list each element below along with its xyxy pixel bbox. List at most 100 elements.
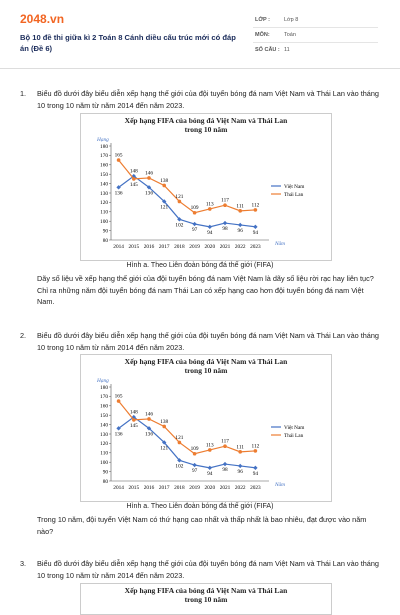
x-tick-label: 2018 xyxy=(174,244,185,250)
series-line xyxy=(118,159,256,214)
y-tick-label: 170 xyxy=(100,153,108,159)
point xyxy=(132,418,136,422)
value-label: 111 xyxy=(236,203,244,209)
x-tick-label: 2018 xyxy=(174,485,185,491)
x-tick-label: 2014 xyxy=(113,244,124,250)
x-tick-label: 2020 xyxy=(205,485,216,491)
value-label: 94 xyxy=(207,230,213,236)
value-label: 138 xyxy=(160,178,168,184)
point xyxy=(238,222,243,228)
point xyxy=(253,224,258,230)
page: {"header":{"logo":"2048.vn","title":"Bộ … xyxy=(0,12,400,615)
value-label: 165 xyxy=(115,394,123,400)
y-tick-label: 80 xyxy=(103,479,109,485)
x-tick-label: 2017 xyxy=(159,485,170,491)
x-tick-label: 2021 xyxy=(220,244,231,250)
point xyxy=(147,417,151,421)
y-tick-label: 160 xyxy=(100,404,108,410)
question-items: Trong 10 năm, đội tuyển Việt Nam có thứ … xyxy=(20,514,382,537)
x-tick-label: 2015 xyxy=(129,244,140,250)
value-label: 136 xyxy=(115,431,123,437)
point xyxy=(116,185,121,190)
point xyxy=(162,424,166,429)
x-tick-label: 2019 xyxy=(189,244,200,250)
value-label: 102 xyxy=(175,222,183,228)
point xyxy=(146,185,152,190)
value-label: 138 xyxy=(160,419,168,425)
point xyxy=(132,177,136,181)
point xyxy=(177,440,182,445)
value-label: 97 xyxy=(192,468,198,474)
value-label: 121 xyxy=(175,194,183,200)
x-tick-label: 2014 xyxy=(113,485,124,491)
value-label: 165 xyxy=(115,153,123,159)
divider xyxy=(253,42,378,43)
point xyxy=(116,426,121,431)
question-intro: Biểu đồ dưới đây biểu diễn xếp hạng thế … xyxy=(37,89,379,110)
logo[interactable]: 2048.vn xyxy=(20,12,65,26)
chart: Xếp hạng FIFA của bóng đá Việt Nam và Th… xyxy=(80,354,332,502)
value-label: 109 xyxy=(191,446,199,452)
question-number: 3. xyxy=(20,559,27,568)
y-tick-label: 90 xyxy=(103,228,109,234)
question-text: Dãy số liệu về xếp hạng thế giới của đội… xyxy=(37,274,374,283)
value-label: 112 xyxy=(252,443,260,449)
x-tick-label: 2020 xyxy=(205,244,216,250)
y-tick-label: 150 xyxy=(100,413,108,419)
value-label: 96 xyxy=(238,228,244,234)
question: 3. Biểu đồ dưới đây biểu diễn xếp hạng t… xyxy=(20,558,382,581)
x-axis-title: Năm xyxy=(274,482,285,488)
y-tick-label: 130 xyxy=(100,432,108,438)
y-tick-label: 130 xyxy=(100,191,108,197)
y-tick-label: 110 xyxy=(100,451,108,457)
question: 2. Biểu đồ dưới đây biểu diễn xếp hạng t… xyxy=(20,330,382,353)
question-number: 2. xyxy=(20,331,27,340)
question-items: Dãy số liệu về xếp hạng thế giới của đội… xyxy=(20,273,382,308)
point xyxy=(192,221,197,227)
value-label: 148 xyxy=(130,169,138,175)
point xyxy=(146,426,152,431)
question-intro: Biểu đồ dưới đây biểu diễn xếp hạng thế … xyxy=(37,559,379,580)
value-label: 136 xyxy=(145,190,153,196)
chart-title: Xếp hạng FIFA của bóng đá Việt Nam và Th… xyxy=(124,357,288,375)
point xyxy=(253,465,258,471)
field-value: 11 xyxy=(284,47,290,53)
y-tick-label: 80 xyxy=(103,238,109,244)
legend-label: Thái Lan xyxy=(284,192,304,198)
point xyxy=(207,465,212,471)
field-label: LỚP : xyxy=(255,17,270,23)
chart-title: Xếp hạng FIFA của bóng đá Việt Nam và Th… xyxy=(124,586,288,604)
point xyxy=(222,461,228,467)
value-label: 113 xyxy=(206,442,214,448)
point xyxy=(207,224,212,230)
field-value: Lớp 8 xyxy=(284,17,299,23)
plot: Hạng 80 90 100 110 120 130 140 150 160 170 180 2014 2… xyxy=(96,378,305,491)
y-tick-label: 180 xyxy=(100,144,108,150)
y-tick-label: 110 xyxy=(100,210,108,216)
x-tick-label: 2019 xyxy=(189,485,200,491)
series-line xyxy=(118,400,256,455)
x-axis-title: Năm xyxy=(274,241,285,247)
y-tick-label: 150 xyxy=(100,172,108,178)
value-label: 109 xyxy=(191,205,199,211)
value-label: 145 xyxy=(130,182,138,188)
value-label: 117 xyxy=(221,439,229,445)
value-label: 121 xyxy=(160,445,168,451)
field-label: SỐ CÂU : xyxy=(255,47,280,53)
question: 1. Biểu đồ dưới đây biểu diễn xếp hạng t… xyxy=(20,88,382,111)
point xyxy=(162,440,167,445)
point xyxy=(223,444,227,449)
point xyxy=(238,463,243,469)
value-label: 94 xyxy=(207,471,213,477)
caption: Hình a. Theo Liên đoàn bóng đá thế giới … xyxy=(126,503,274,510)
value-label: 146 xyxy=(145,170,153,176)
point xyxy=(192,451,197,456)
value-label: 145 xyxy=(130,423,138,429)
y-tick-label: 90 xyxy=(103,469,109,475)
x-tick-label: 2023 xyxy=(250,485,261,491)
question-text: Chỉ ra những năm đội tuyển bóng đá nam T… xyxy=(37,285,364,307)
y-axis-title: Hạng xyxy=(96,137,109,143)
series-line xyxy=(118,175,256,228)
x-tick-label: 2017 xyxy=(159,244,170,250)
point xyxy=(116,158,121,162)
